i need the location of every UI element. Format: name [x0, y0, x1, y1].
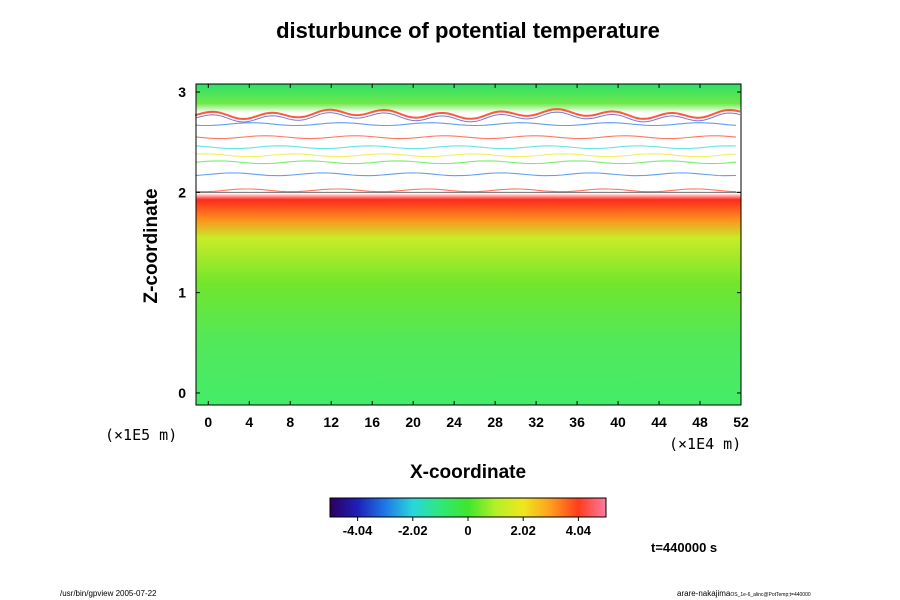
x-tick-label: 4 [245, 414, 253, 430]
layer-band [195, 172, 737, 177]
y-axis-ticks: 0 1 2 3 [178, 84, 741, 401]
footer-right-small: OS_1e-6_alinc@PotTemp;t=440000 [730, 592, 810, 598]
x-tick-label: 28 [487, 414, 503, 430]
layer-band [195, 145, 737, 150]
x-axis-unit: (×1E4 m) [669, 435, 741, 453]
layer-band [195, 122, 737, 127]
y-tick-label: 3 [178, 84, 186, 100]
footer-right: arare-nakajimaOS_1e-6_alinc@PotTemp;t=44… [677, 589, 811, 598]
x-tick-label: 40 [610, 414, 626, 430]
plot-area [195, 83, 742, 406]
x-tick-label: 36 [569, 414, 585, 430]
colorbar-strip [329, 497, 607, 518]
x-tick-label: 20 [405, 414, 421, 430]
layer-band [195, 188, 737, 193]
x-tick-label: 32 [528, 414, 544, 430]
x-tick-label: 16 [364, 414, 380, 430]
layer-band [195, 160, 737, 165]
y-tick-label: 1 [178, 285, 186, 301]
x-axis-label: X-coordinate [410, 462, 526, 483]
upper-boundary-eddies-cold [195, 111, 741, 123]
footer-right-main: arare-nakajima [677, 589, 731, 598]
colorbar: -4.04 -2.02 0 2.02 4.04 [329, 497, 607, 538]
chart-title: disturbunce of potential temperature [276, 18, 660, 43]
time-label: t=440000 s [651, 540, 717, 555]
x-tick-label: 0 [204, 414, 212, 430]
layer-band [195, 135, 737, 140]
colorbar-tick-label: 0 [464, 523, 471, 538]
y-tick-label: 2 [178, 184, 186, 200]
x-tick-label: 24 [446, 414, 462, 430]
x-tick-label: 12 [323, 414, 339, 430]
x-tick-label: 8 [286, 414, 294, 430]
y-axis-label: Z-coordinate [141, 188, 162, 303]
footer-left: /usr/bin/gpview 2005-07-22 [60, 589, 157, 598]
plot-frame [195, 83, 742, 406]
y-tick-label: 0 [178, 385, 186, 401]
colorbar-tick-label: 4.04 [566, 523, 592, 538]
x-tick-label: 44 [651, 414, 667, 430]
colorbar-tick-label: -4.04 [343, 523, 373, 538]
colorbar-ticks: -4.04 -2.02 0 2.02 4.04 [343, 517, 592, 538]
upper-boundary-eddies [195, 108, 741, 121]
colorbar-tick-label: 2.02 [511, 523, 536, 538]
y-axis-unit: (×1E5 m) [105, 426, 177, 444]
layer-band [195, 153, 737, 158]
colorbar-tick-label: -2.02 [398, 523, 428, 538]
x-axis-ticks: 0 4 8 12 16 20 24 28 32 36 40 44 48 52 [204, 84, 749, 430]
x-tick-label: 48 [692, 414, 708, 430]
field-detail [195, 108, 741, 193]
x-tick-label: 52 [733, 414, 749, 430]
heatmap-field [196, 84, 741, 405]
